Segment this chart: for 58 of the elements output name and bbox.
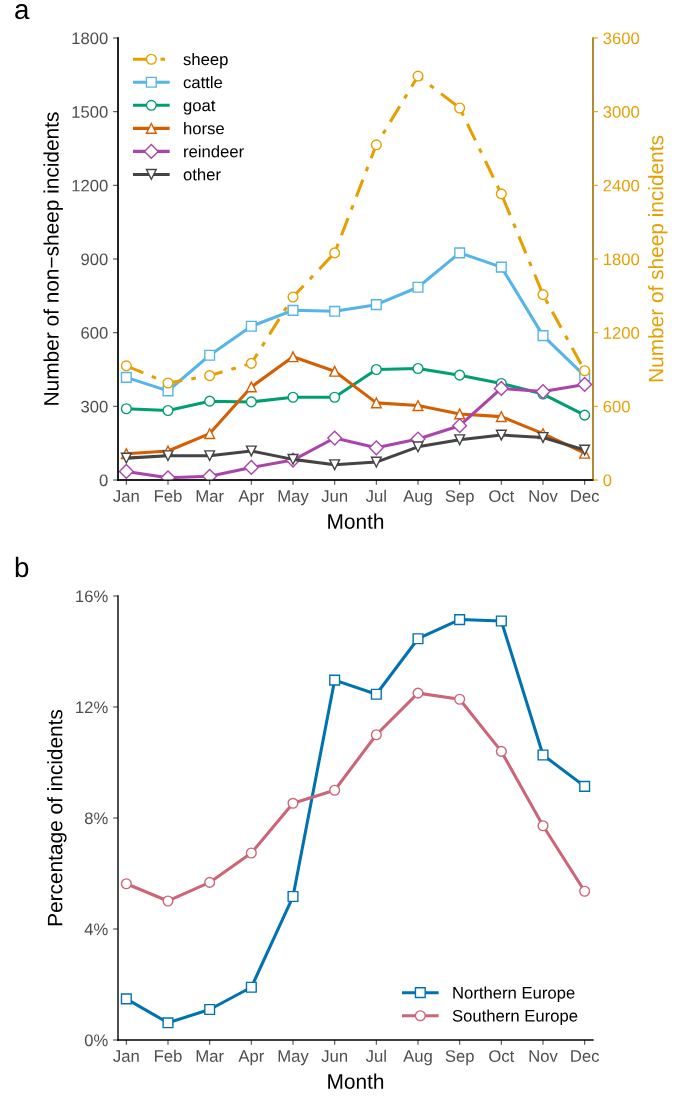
y-tick-label: 0	[99, 474, 108, 487]
y2-tick-label: 600	[603, 400, 630, 413]
x-tick-label: Mar	[196, 490, 224, 502]
x-axis-title: Month	[328, 1073, 384, 1089]
y-tick-label: 1500	[72, 106, 108, 118]
x-axis-title: Month	[328, 513, 384, 529]
y-tick-label: 300	[81, 400, 108, 413]
legend-label: goat	[183, 100, 216, 115]
x-tick-label: Aug	[403, 490, 432, 506]
y-tick-label: 12%	[76, 701, 108, 714]
x-tick-label: Jul	[365, 489, 386, 502]
x-tick-label: Nov	[529, 490, 558, 502]
y-tick-label: 600	[81, 327, 108, 339]
y2-tick-label: 3000	[603, 106, 640, 118]
x-tick-label: May	[278, 1050, 309, 1066]
x-tick-label: Jan	[113, 1050, 139, 1062]
y-tick-label: 900	[81, 253, 108, 266]
y-tick-label: 8%	[84, 812, 108, 825]
y-tick-label: 0%	[84, 1034, 108, 1047]
x-tick-label: Apr	[238, 1050, 265, 1066]
y-tick-label: 1200	[72, 179, 108, 192]
x-tick-label: Apr	[238, 490, 265, 506]
x-tick-label: Jul	[365, 1049, 386, 1062]
legend-label: Southern Europe	[452, 1009, 578, 1025]
x-tick-label: Sep	[445, 490, 474, 506]
x-tick-label: Jun	[321, 490, 348, 502]
legend-label: sheep	[183, 53, 228, 69]
x-tick-label: Sep	[445, 1050, 474, 1066]
x-tick-label: Oct	[489, 1050, 515, 1062]
x-tick-label: Feb	[155, 489, 182, 502]
chart-title: a	[15, 4, 30, 20]
y2-tick-label: 1800	[603, 253, 640, 266]
chart-title: b	[15, 556, 29, 578]
x-tick-label: Feb	[155, 1049, 182, 1062]
legend-label: horse	[184, 122, 224, 135]
y2-tick-label: 0	[603, 474, 612, 487]
y2-tick-label: 3600	[603, 32, 640, 45]
x-tick-label: Aug	[403, 1050, 432, 1066]
legend-label: cattle	[183, 76, 223, 89]
x-tick-label: Jun	[321, 1050, 348, 1062]
x-tick-label: Nov	[529, 1050, 558, 1062]
y2-tick-label: 2400	[603, 179, 640, 192]
legend-label: other	[183, 168, 221, 181]
x-tick-label: Oct	[489, 490, 515, 502]
y-axis-title: Percentage of incidents	[47, 709, 67, 926]
y-tick-label: 4%	[84, 923, 108, 936]
y-tick-label: 1800	[72, 32, 108, 45]
y-axis-title: Number of non−sheep incidents	[43, 112, 63, 405]
legend-label: Northern Europe	[453, 986, 575, 1002]
x-tick-label: May	[278, 490, 309, 506]
x-tick-label: Dec	[571, 490, 600, 502]
y-tick-label: 16%	[76, 590, 108, 603]
y2-axis-title: Number of sheep incidents	[648, 135, 668, 382]
x-tick-label: Jan	[113, 490, 139, 502]
legend-label: reindeer	[184, 145, 244, 158]
y2-tick-label: 1200	[603, 327, 640, 339]
x-tick-label: Dec	[571, 1050, 600, 1062]
x-tick-label: Mar	[196, 1050, 224, 1062]
